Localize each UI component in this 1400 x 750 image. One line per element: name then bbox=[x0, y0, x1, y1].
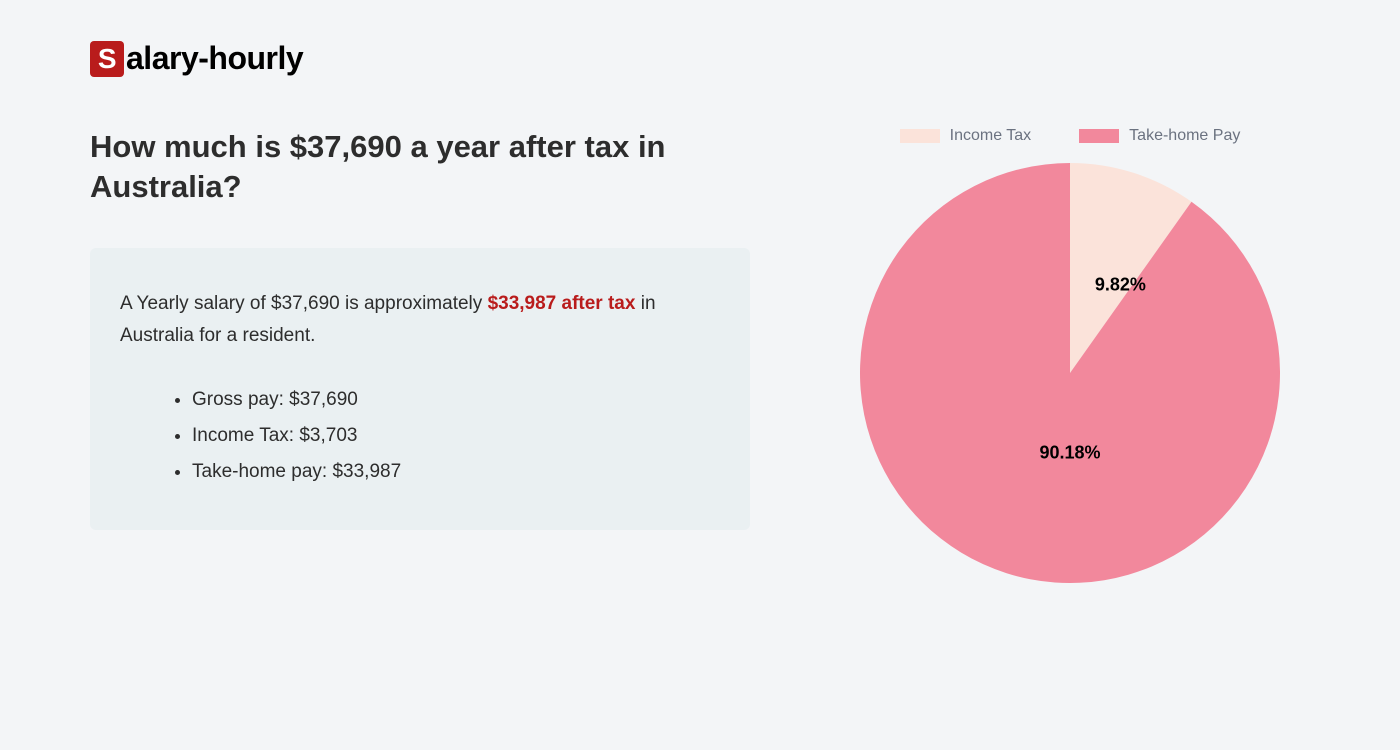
legend-swatch bbox=[900, 129, 940, 143]
logo-text: alary-hourly bbox=[126, 40, 303, 77]
breakdown-list: Gross pay: $37,690 Income Tax: $3,703 Ta… bbox=[120, 382, 720, 490]
legend-item-take-home: Take-home Pay bbox=[1079, 127, 1240, 145]
list-item: Take-home pay: $33,987 bbox=[192, 454, 720, 490]
summary-text: A Yearly salary of $37,690 is approximat… bbox=[120, 288, 720, 353]
slice-label-income-tax: 9.82% bbox=[1095, 274, 1146, 295]
summary-highlight: $33,987 after tax bbox=[488, 293, 636, 314]
site-logo: Salary-hourly bbox=[90, 40, 1310, 77]
slice-label-take-home: 90.18% bbox=[1039, 442, 1100, 463]
pie-slice bbox=[860, 163, 1280, 583]
legend-label: Income Tax bbox=[950, 127, 1032, 145]
legend-label: Take-home Pay bbox=[1129, 127, 1240, 145]
pie-svg bbox=[860, 163, 1280, 583]
legend-item-income-tax: Income Tax bbox=[900, 127, 1032, 145]
content-row: How much is $37,690 a year after tax in … bbox=[90, 127, 1310, 583]
legend-swatch bbox=[1079, 129, 1119, 143]
list-item: Gross pay: $37,690 bbox=[192, 382, 720, 418]
right-column: Income Tax Take-home Pay 9.82% 90.18% bbox=[830, 127, 1310, 583]
list-item: Income Tax: $3,703 bbox=[192, 418, 720, 454]
page: Salary-hourly How much is $37,690 a year… bbox=[0, 0, 1400, 750]
page-title: How much is $37,690 a year after tax in … bbox=[90, 127, 750, 208]
pie-chart: 9.82% 90.18% bbox=[860, 163, 1280, 583]
left-column: How much is $37,690 a year after tax in … bbox=[90, 127, 750, 530]
summary-card: A Yearly salary of $37,690 is approximat… bbox=[90, 248, 750, 531]
chart-legend: Income Tax Take-home Pay bbox=[830, 127, 1310, 145]
logo-badge: S bbox=[90, 41, 124, 77]
summary-prefix: A Yearly salary of $37,690 is approximat… bbox=[120, 293, 488, 314]
